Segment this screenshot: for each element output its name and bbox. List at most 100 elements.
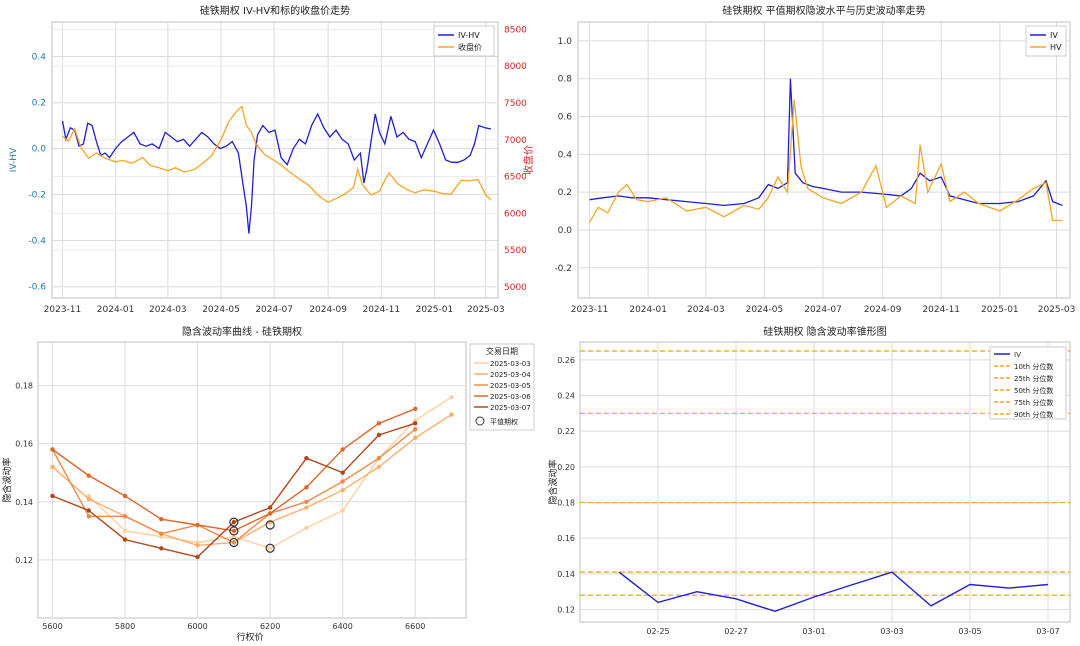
x-tick-label: 02-27 xyxy=(724,627,747,636)
chart-2: 2023-11 2024-01 2024-03 2024-05 2024-07 2024-… xyxy=(554,4,1075,315)
data-point xyxy=(50,464,55,470)
data-point xyxy=(86,473,91,478)
x-tick-label: 2025-03 xyxy=(1038,305,1076,315)
chart-1: 2023-11 2024-01 2024-03 2024-05 2024-07 2024-… xyxy=(9,4,535,315)
chart-4: 02-25 02-27 03-01 03-03 03-05 03-07 0.26 0.24 0.… xyxy=(547,325,1071,636)
data-point xyxy=(340,508,345,513)
data-point xyxy=(304,525,309,531)
legend-box xyxy=(469,343,535,431)
data-point xyxy=(340,470,345,475)
series-line xyxy=(61,112,492,234)
y-tick-label: 0.2 xyxy=(558,188,572,198)
data-point xyxy=(449,412,454,417)
y-tick-label: -0.6 xyxy=(28,283,46,293)
plot-area xyxy=(577,21,1071,299)
x-tick-label: 2024-07 xyxy=(804,305,842,315)
y2-tick-label: 7500 xyxy=(504,99,527,109)
data-point xyxy=(376,456,382,461)
y-tick-label: 0.6 xyxy=(558,113,573,123)
legend-label: 2025-03-05 xyxy=(490,382,531,390)
x-tick-label: 2024-05 xyxy=(202,305,240,315)
data-point xyxy=(304,499,309,504)
y-tick-label: 0.14 xyxy=(557,570,575,579)
atm-marker xyxy=(229,517,239,527)
plot-area xyxy=(37,341,467,619)
atm-marker xyxy=(229,537,239,548)
legend-atm-marker xyxy=(475,416,485,426)
series-line xyxy=(589,78,1063,207)
data-point xyxy=(159,546,164,551)
y-tick-label: 0.14 xyxy=(15,498,33,507)
series-line xyxy=(618,571,1049,613)
y-tick-label: 0.18 xyxy=(15,382,33,391)
legend-label: IV xyxy=(1050,31,1058,40)
data-point xyxy=(86,514,91,519)
legend-label: HV xyxy=(1050,43,1062,52)
data-point xyxy=(195,522,200,528)
series-line xyxy=(62,105,492,204)
data-point xyxy=(376,432,382,438)
y-tick-label: 0.12 xyxy=(557,606,575,615)
x-tick-label: 2024-03 xyxy=(687,305,725,315)
legend-label: 收盘价 xyxy=(458,42,482,52)
y-tick-label: 0.24 xyxy=(557,392,575,401)
data-point xyxy=(159,531,164,536)
chart-title: 硅铁期权 IV-HV和标的收盘价走势 xyxy=(200,4,350,17)
y-tick-label: 0.0 xyxy=(558,226,573,236)
legend-label: 10th 分位数 xyxy=(1014,362,1053,371)
data-point xyxy=(267,505,273,510)
x-tick-label: 03-03 xyxy=(880,627,903,636)
y2-tick-label: 6000 xyxy=(504,209,527,219)
x-tick-label: 2024-01 xyxy=(97,305,135,315)
plot-area xyxy=(579,341,1071,623)
x-tick-label: 2023-11 xyxy=(44,305,82,315)
chart-title: 硅铁期权 隐含波动率锥形图 xyxy=(763,325,886,338)
y2-tick-label: 8500 xyxy=(504,25,527,35)
chart-3: 5600 5800 6000 6200 6400 6600 0.18 0.16 0.14 0.12… xyxy=(1,325,535,643)
chart-title: 隐含波动率曲线 - 硅铁期权 xyxy=(182,325,302,338)
y-axis-label: 隐含波动率 xyxy=(547,459,559,504)
x-tick-label: 5800 xyxy=(115,622,135,631)
legend-box xyxy=(433,25,495,57)
y2-tick-label: 6500 xyxy=(504,173,527,183)
y-tick-label: 0.8 xyxy=(558,75,573,85)
data-point xyxy=(413,426,418,432)
data-point xyxy=(122,537,128,542)
legend-box xyxy=(1025,25,1067,57)
y-axis-label: 隐含波动率 xyxy=(1,457,13,502)
data-point xyxy=(195,554,200,560)
y-tick-label: -0.2 xyxy=(28,191,46,201)
y-axis-label: IV-HV xyxy=(9,147,19,172)
x-tick-label: 03-07 xyxy=(1036,627,1059,636)
y-tick-label: 0.4 xyxy=(32,53,47,63)
data-point xyxy=(413,435,418,441)
legend-label: IV-HV xyxy=(458,31,480,40)
y-tick-label: 1.0 xyxy=(558,37,573,47)
x-tick-label: 6000 xyxy=(187,622,207,631)
series-line xyxy=(588,99,1063,223)
series-line xyxy=(52,414,452,547)
data-point xyxy=(304,456,309,461)
y-tick-label: -0.2 xyxy=(554,264,572,274)
legend-label: 90th 分位数 xyxy=(1014,410,1053,419)
x-tick-label: 5600 xyxy=(42,622,62,631)
data-point xyxy=(340,479,345,484)
legend-label: 75th 分位数 xyxy=(1014,398,1053,407)
x-tick-label: 2024-09 xyxy=(309,305,347,315)
data-point xyxy=(231,540,237,545)
x-axis-label: 行权价 xyxy=(236,631,263,643)
legend-label: 2025-03-03 xyxy=(490,360,531,368)
x-tick-label: 2025-01 xyxy=(416,305,454,315)
data-point xyxy=(86,508,91,513)
x-tick-label: 2023-11 xyxy=(571,305,609,315)
legend-label: 2025-03-04 xyxy=(490,371,531,379)
x-tick-label: 2024-05 xyxy=(746,305,784,315)
x-tick-label: 6200 xyxy=(260,622,280,631)
legend-title: 交易日期 xyxy=(486,346,518,356)
data-point xyxy=(231,519,237,525)
legend-label: 25th 分位数 xyxy=(1014,374,1053,383)
x-tick-label: 2025-03 xyxy=(467,305,505,315)
atm-marker xyxy=(265,543,275,553)
x-tick-label: 02-25 xyxy=(646,627,669,636)
y-tick-label: 0.2 xyxy=(32,99,46,109)
